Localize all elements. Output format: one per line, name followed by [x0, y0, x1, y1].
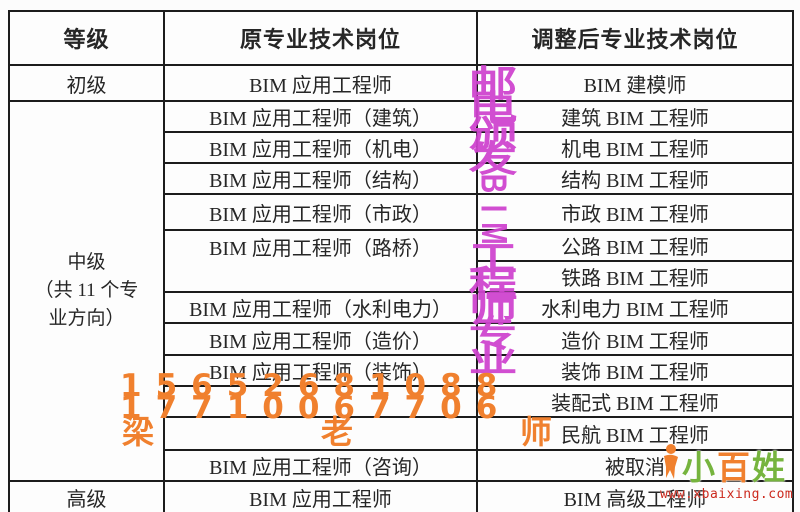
cell-adjusted: 被取消	[476, 449, 794, 482]
intermediate-label: 中级 （共 11 个专 业方向）	[10, 249, 163, 333]
table-row: 民航 BIM 工程师	[9, 416, 794, 451]
table-row: 初级 BIM 应用工程师 BIM 建模师	[8, 64, 794, 102]
cell-original: BIM 应用工程师（装饰）	[163, 354, 478, 387]
cell-level-senior: 高级	[8, 480, 165, 512]
table-row: BIM 应用工程师（咨询） 被取消	[9, 449, 794, 482]
table-row: BIM 应用工程师（水利电力） 水利电力 BIM 工程师	[9, 291, 794, 324]
col-header-original: 原专业技术岗位	[163, 10, 478, 66]
cell-original: BIM 应用工程师（咨询）	[163, 449, 478, 482]
cell-original: BIM 应用工程师（市政）	[163, 193, 478, 231]
table-row: 高级 BIM 应用工程师 BIM 高级工程师	[8, 480, 794, 512]
cell-original: BIM 应用工程师	[163, 480, 478, 512]
site-url: www.xbaixing.com	[660, 487, 794, 502]
cell-adjusted: 机电 BIM 工程师	[476, 131, 794, 164]
cell-level-intermediate: 中级 （共 11 个专 业方向）	[8, 100, 165, 482]
cell-adjusted: 建筑 BIM 工程师	[476, 100, 794, 133]
cell-original: BIM 应用工程师（造价）	[163, 322, 478, 356]
cell-original-luqiao: BIM 应用工程师（路桥）	[163, 229, 478, 293]
cell-adjusted: 造价 BIM 工程师	[476, 322, 794, 356]
col-header-level: 等级	[8, 10, 165, 66]
table-row: 装配式 BIM 工程师	[9, 385, 794, 418]
cell-adjusted: BIM 建模师	[476, 64, 794, 102]
table-row: 铁路 BIM 工程师	[9, 260, 794, 293]
position-table: 等级 原专业技术岗位 调整后专业技术岗位 初级 BIM 应用工程师 BIM 建模…	[8, 10, 794, 512]
table-row: BIM 应用工程师（造价） 造价 BIM 工程师	[9, 322, 794, 356]
table-row: BIM 应用工程师（路桥） 公路 BIM 工程师	[9, 229, 794, 293]
table-row: BIM 应用工程师（装饰） 装饰 BIM 工程师	[9, 354, 794, 387]
cell-adjusted: 水利电力 BIM 工程师	[476, 291, 794, 324]
cell-adjusted: 市政 BIM 工程师	[476, 193, 794, 231]
cell-adjusted: 公路 BIM 工程师	[476, 229, 794, 262]
logo-char: 姓	[752, 449, 785, 486]
table-row: BIM 应用工程师（市政） 市政 BIM 工程师	[9, 193, 794, 231]
cell-adjusted: 结构 BIM 工程师	[476, 162, 794, 195]
logo-char: 百	[717, 449, 750, 486]
cell-original-empty	[163, 385, 478, 418]
intermediate-line: 业方向）	[48, 308, 125, 329]
cell-level-junior: 初级	[8, 64, 165, 102]
cell-original: BIM 应用工程师（水利电力）	[163, 291, 478, 324]
logo-char: 小	[682, 449, 715, 486]
table-row: 中级 （共 11 个专 业方向） BIM 应用工程师（建筑） 建筑 BIM 工程…	[8, 100, 794, 482]
cell-adjusted: 装配式 BIM 工程师	[476, 385, 794, 418]
cell-original: BIM 应用工程师（结构）	[163, 162, 478, 195]
cell-adjusted: BIM 高级工程师	[476, 480, 794, 512]
intermediate-line: 中级	[67, 252, 106, 273]
cell-adjusted: 民航 BIM 工程师	[476, 416, 794, 451]
cell-adjusted: 装饰 BIM 工程师	[476, 354, 794, 387]
table-row: BIM 应用工程师（结构） 结构 BIM 工程师	[9, 162, 794, 195]
site-logo: 小 百 姓 www.xbaixing.com	[660, 443, 798, 502]
cell-adjusted: 铁路 BIM 工程师	[476, 260, 794, 293]
cell-original-empty	[163, 416, 478, 451]
cell-original: BIM 应用工程师（建筑）	[163, 100, 478, 133]
person-icon	[660, 443, 680, 486]
cell-original: BIM 应用工程师	[163, 64, 478, 102]
header-row: 等级 原专业技术岗位 调整后专业技术岗位	[8, 10, 794, 66]
table-row: BIM 应用工程师（机电） 机电 BIM 工程师	[9, 131, 794, 164]
intermediate-line: （共 11 个专	[34, 280, 139, 301]
cell-original: BIM 应用工程师（机电）	[163, 131, 478, 164]
col-header-adjusted: 调整后专业技术岗位	[476, 10, 794, 66]
